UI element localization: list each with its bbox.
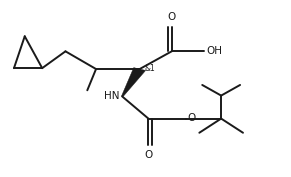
Text: HN: HN [104, 92, 119, 101]
Text: O: O [188, 113, 196, 123]
Text: O: O [168, 12, 176, 22]
Text: &1: &1 [145, 64, 156, 73]
Polygon shape [121, 68, 146, 97]
Text: O: O [144, 150, 152, 159]
Text: OH: OH [206, 46, 222, 56]
